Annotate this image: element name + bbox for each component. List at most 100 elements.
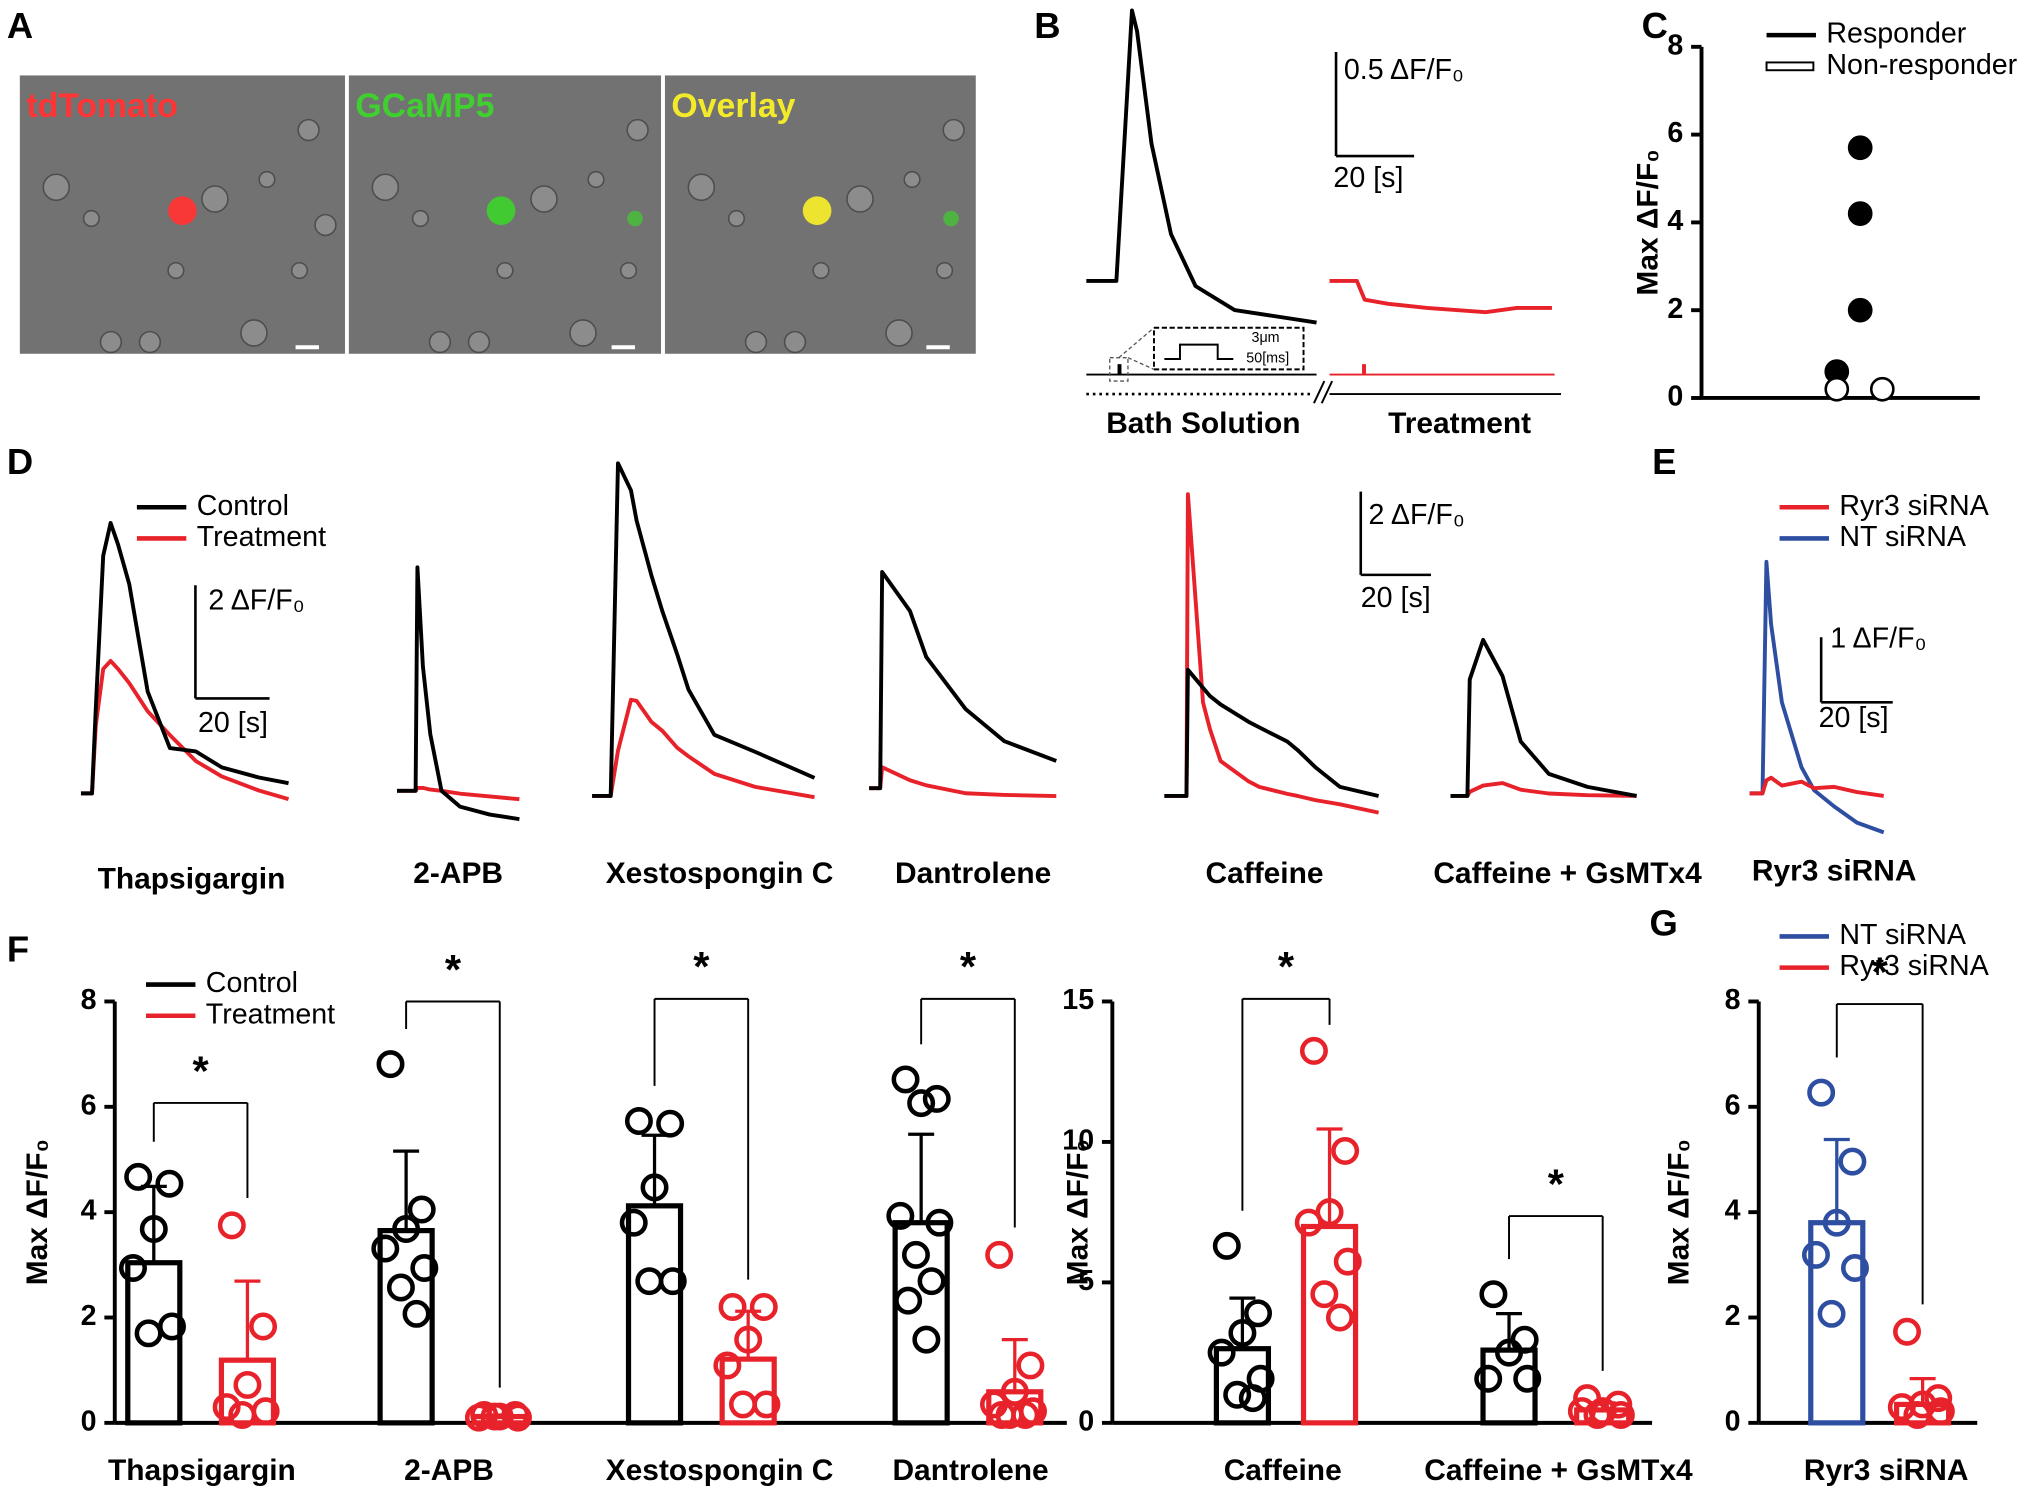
point [718, 1292, 747, 1321]
y-axis-title: Max ΔF/F₀ [1062, 1139, 1095, 1285]
inset-label: 3μm [1252, 330, 1280, 346]
cell [903, 170, 921, 189]
panel-letter: B [1034, 5, 1060, 46]
point [894, 1286, 923, 1315]
point [917, 1267, 946, 1296]
scale-bar-label: 20 [s] [198, 707, 268, 739]
point [985, 1240, 1014, 1269]
point [371, 1234, 400, 1263]
axis-break [1320, 380, 1334, 404]
tile-label: Overlay [671, 87, 795, 125]
cell [411, 209, 430, 228]
legend-label: Control [206, 967, 298, 999]
cell-glow [486, 196, 516, 226]
point [376, 1050, 405, 1079]
bar [625, 1203, 684, 1426]
bar [719, 1356, 777, 1426]
scale-bar-label: 2 ΔF/F₀ [1369, 499, 1465, 531]
point [1817, 1299, 1846, 1328]
point [134, 1319, 163, 1348]
cell [619, 261, 638, 280]
legend-label: Ryr3 siRNA [1839, 490, 1989, 522]
cell [587, 170, 605, 189]
point [728, 1390, 757, 1419]
trace-label: Bath Solution [1106, 407, 1300, 440]
point [1238, 1384, 1267, 1413]
cell [935, 261, 954, 280]
point [1495, 1338, 1524, 1367]
y-tick-label: 2 [81, 1300, 97, 1332]
trace-label: Treatment [1388, 407, 1531, 440]
point [640, 1173, 669, 1202]
trace [1749, 559, 1885, 835]
cell [201, 185, 229, 213]
trace-label: Ryr3 siRNA [1752, 855, 1917, 888]
y-tick-label: 0 [1667, 381, 1683, 413]
cell [99, 330, 123, 354]
category-label: Dantrolene [892, 1454, 1048, 1487]
cell [428, 330, 452, 354]
y-tick-label: 10 [1062, 1124, 1094, 1156]
point [619, 1208, 648, 1237]
point [1474, 1364, 1503, 1393]
inset-connector [1118, 327, 1155, 359]
point [1807, 1078, 1836, 1107]
point [1212, 1231, 1241, 1260]
point [1893, 1317, 1921, 1346]
point [1841, 1254, 1869, 1282]
point [1207, 1338, 1236, 1367]
point [886, 1201, 915, 1230]
cell [783, 330, 807, 354]
panel-letter: F [7, 929, 29, 970]
point [402, 1299, 431, 1328]
category-label: Caffeine [1224, 1454, 1342, 1487]
y-tick-label: 2 [1667, 293, 1683, 325]
cell [626, 118, 649, 142]
inset [1152, 326, 1305, 371]
stimulus-pulse [1117, 364, 1122, 375]
significance: * [193, 1047, 210, 1094]
cell [167, 261, 185, 280]
cell [467, 330, 491, 354]
scale-bar-label: 2 ΔF/F₀ [208, 585, 304, 617]
cell [812, 261, 830, 280]
cell [240, 319, 268, 347]
scale-bar-label: 1 ΔF/F₀ [1830, 622, 1926, 654]
y-tick-label: 8 [1667, 29, 1683, 61]
point [217, 1211, 246, 1240]
point [624, 1107, 653, 1136]
category-label: 2-APB [404, 1454, 494, 1487]
point [1223, 1380, 1252, 1409]
significance: * [1872, 948, 1889, 995]
cell [942, 118, 965, 142]
point [922, 1084, 951, 1113]
point [1869, 376, 1895, 402]
trace [1329, 278, 1552, 315]
trace [1164, 492, 1379, 815]
trace [592, 697, 815, 800]
panel-letter: E [1652, 441, 1676, 482]
point [749, 1292, 778, 1321]
point [1294, 1208, 1323, 1237]
panel-letter: C [1642, 5, 1668, 46]
point [1016, 1351, 1045, 1380]
point [392, 1215, 421, 1244]
cell [371, 173, 400, 202]
trace [1749, 775, 1885, 798]
point [1325, 1303, 1354, 1332]
legend-label: NT siRNA [1839, 919, 1967, 951]
point [464, 1403, 493, 1432]
point [212, 1393, 241, 1422]
inset-label: 50[ms] [1246, 351, 1289, 367]
legend-label: Control [197, 490, 289, 522]
y-tick-label: 8 [81, 984, 97, 1016]
significance: * [1278, 943, 1295, 990]
legend-swatch [1765, 61, 1815, 72]
cell [744, 330, 768, 354]
legend-label: Treatment [206, 998, 335, 1030]
trace-label: Xestospongin C [606, 857, 834, 890]
cell-glow [627, 210, 643, 227]
point [1903, 1400, 1932, 1429]
